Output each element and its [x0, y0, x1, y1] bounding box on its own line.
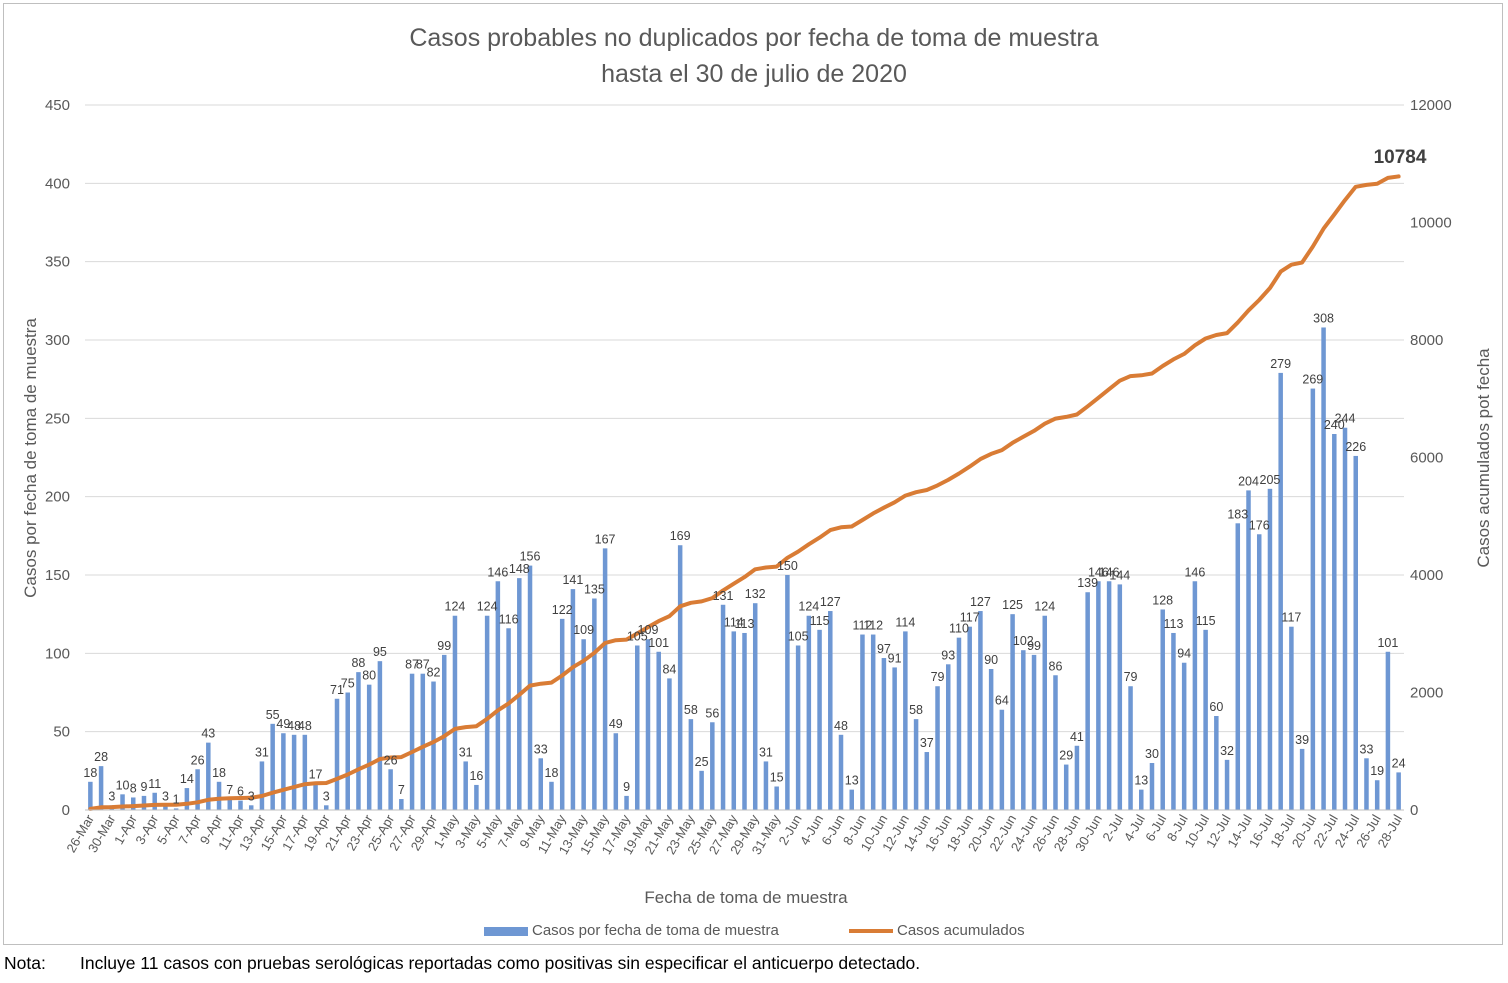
legend-item-line: Casos acumulados	[849, 922, 1025, 939]
footnote-label: Nota:	[4, 953, 46, 973]
legend-line-swatch	[849, 929, 893, 934]
legend-bar-label: Casos por fecha de toma de muestra	[532, 922, 779, 939]
legend-bar-swatch	[484, 926, 528, 936]
chart-area	[3, 3, 1503, 945]
legend: Casos por fecha de toma de muestra Casos…	[0, 922, 1508, 942]
chart-title-line2: hasta el 30 de julio de 2020	[601, 60, 907, 88]
legend-line-label: Casos acumulados	[897, 922, 1025, 939]
legend-item-bars: Casos por fecha de toma de muestra	[484, 922, 779, 939]
footnote-text: Incluye 11 casos con pruebas serológicas…	[80, 953, 921, 973]
footnote: Nota: Incluye 11 casos con pruebas seroló…	[4, 953, 920, 974]
chart-title-line1: Casos probables no duplicados por fecha …	[409, 24, 1099, 52]
